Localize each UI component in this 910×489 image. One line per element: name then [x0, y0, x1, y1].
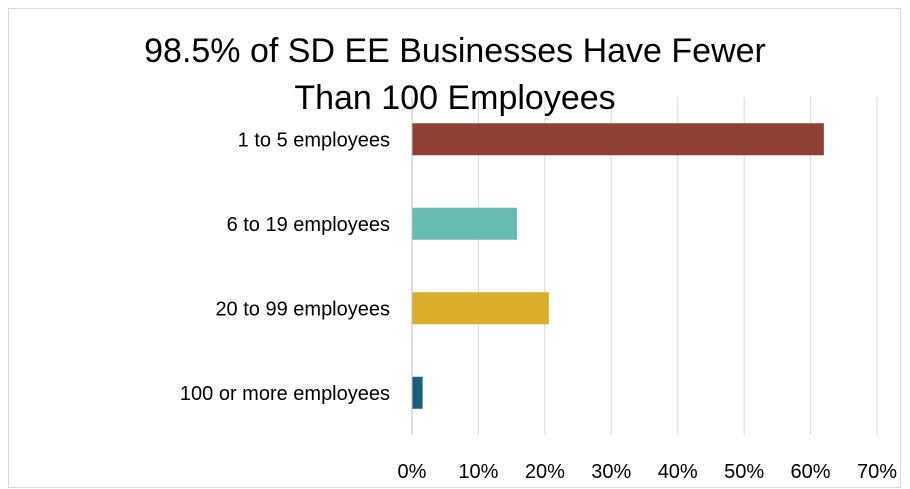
- category-labels: 1 to 5 employees 6 to 19 employees 20 to 9…: [180, 129, 390, 405]
- chart-title-line-2: Than 100 Employees: [294, 79, 616, 117]
- chart-title-line-1: 98.5% of SD EE Businesses Have Fewer: [144, 32, 766, 70]
- x-tick-labels: 0% 10% 20% 30% 40% 50% 60% 70%: [398, 461, 898, 483]
- category-label: 100 or more employees: [180, 383, 390, 405]
- chart-frame: [8, 8, 901, 488]
- bar: [412, 376, 423, 409]
- bar: [412, 123, 824, 156]
- x-tick-label: 60%: [791, 461, 831, 483]
- bars: [412, 123, 824, 409]
- bar: [412, 207, 517, 240]
- category-label: 20 to 99 employees: [215, 298, 390, 320]
- x-tick-label: 0%: [398, 461, 427, 483]
- category-label: 1 to 5 employees: [238, 129, 390, 151]
- x-tick-label: 20%: [525, 461, 565, 483]
- bar: [412, 292, 549, 325]
- category-label: 6 to 19 employees: [227, 214, 390, 236]
- x-tick-label: 30%: [591, 461, 631, 483]
- x-tick-label: 50%: [724, 461, 764, 483]
- x-tick-label: 10%: [458, 461, 498, 483]
- x-tick-label: 40%: [658, 461, 698, 483]
- x-tick-label: 70%: [857, 461, 897, 483]
